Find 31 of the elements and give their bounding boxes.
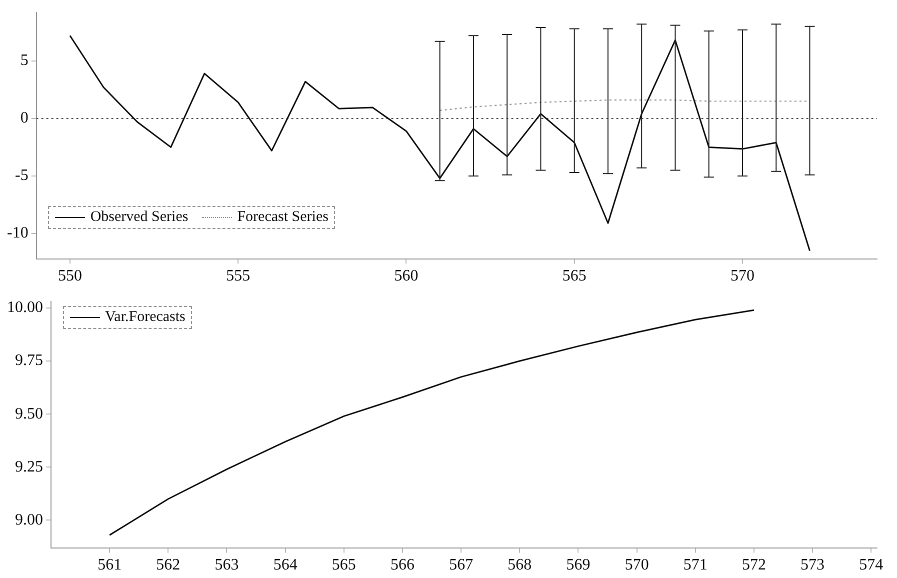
y-tick-label: 9.00 [15, 511, 43, 528]
x-tick-label: 569 [566, 556, 590, 574]
x-tick-label: 565 [332, 556, 356, 574]
legend-label: Var.Forecasts [105, 308, 186, 326]
x-tick-label: 561 [98, 556, 122, 574]
x-tick-label: 568 [508, 556, 532, 574]
x-tick-label: 560 [394, 268, 418, 285]
x-tick-label: 562 [156, 556, 180, 574]
x-tick-label: 574 [859, 556, 884, 574]
x-tick-label: 570 [730, 268, 754, 285]
x-tick-label: 555 [226, 268, 250, 285]
x-tick-label: 572 [742, 556, 766, 574]
x-tick-label: 564 [273, 556, 298, 574]
y-tick-label: 9.25 [15, 458, 43, 476]
legend-label: Forecast Series [237, 208, 328, 226]
y-tick-label: 10.00 [7, 299, 43, 316]
x-tick-label: 563 [214, 556, 239, 574]
x-tick-label: 573 [800, 556, 825, 574]
x-tick-label: 570 [624, 556, 649, 574]
y-tick-label: 0 [20, 110, 28, 127]
y-tick-label: 5 [20, 52, 28, 70]
y-tick-label: 9.50 [15, 405, 43, 422]
y-tick-label: -5 [15, 167, 28, 184]
y-tick-label: 9.75 [15, 352, 43, 370]
x-tick-label: 571 [683, 556, 708, 574]
x-tick-label: 567 [449, 556, 474, 574]
legend-label: Observed Series [90, 208, 188, 226]
x-tick-label: 565 [562, 268, 586, 285]
y-tick-label: -10 [7, 224, 28, 242]
x-tick-label: 566 [390, 556, 414, 574]
x-tick-label: 550 [58, 268, 82, 285]
